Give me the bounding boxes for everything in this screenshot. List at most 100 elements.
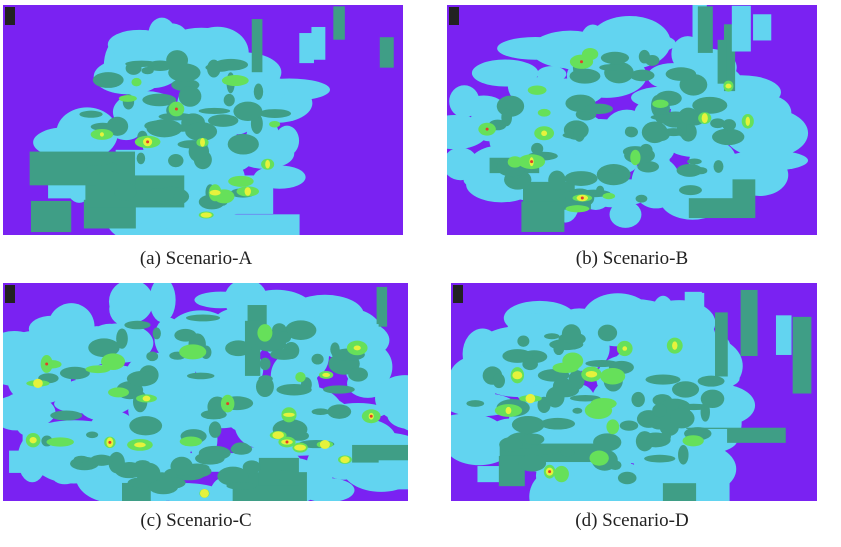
heatmap-cell [320,440,330,449]
heatmap-cell [33,379,43,388]
heatmap-cell [179,86,202,107]
heatmap-cell [449,7,459,25]
heatmap-cell [630,150,640,165]
heatmap-cell [603,193,616,199]
heatmap-cell [622,346,627,350]
heatmap-cell [208,114,238,127]
heatmap-cell [260,358,271,371]
heatmap-cell [146,119,182,137]
heatmap-cell [746,117,750,126]
heatmap-cell [108,441,111,444]
heatmap-cell [333,6,345,39]
heatmap-cell [201,212,212,217]
heatmap-cell [546,387,565,408]
heatmap-cell [166,50,188,70]
heatmap-cell [486,128,489,131]
heatmap-cell [574,126,585,142]
heatmap-cell [153,328,161,340]
heatmap-cell [698,6,713,53]
heatmap-cell [714,160,724,173]
heatmap-cell [631,392,644,407]
heatmap-cell [601,52,629,64]
heatmap-cell [185,465,211,477]
heatmap-cell [580,60,583,63]
heatmap-cell [702,113,708,123]
heatmap-cell [123,36,151,84]
heatmap-cell [143,396,151,402]
heatmap-cell [125,61,158,67]
heatmap-cell [572,408,582,414]
heatmap-cell [211,214,300,235]
heatmap-cell [259,109,291,118]
heatmap-cell [30,437,37,443]
heatmap-cell [179,344,206,359]
heatmap-cell [712,129,744,145]
heatmap-cell [585,104,613,114]
heatmap-cell [116,328,128,348]
heatmap-cell [581,196,584,199]
heatmap-cell [561,449,575,457]
heatmap-cell [512,416,545,433]
heatmap-cell [741,290,758,356]
heatmap-cell [137,153,146,165]
heatmap-cell [256,376,274,397]
heatmap-cell [134,442,146,447]
heatmap-cell [499,437,522,452]
heatmap-cell [599,64,624,71]
heatmap-cell [589,451,608,466]
heatmap-cell [528,86,547,95]
heatmap-cell [94,171,124,190]
heatmap-cell [323,385,355,393]
heatmap-cell [628,325,668,344]
heatmap-cell [187,373,215,380]
heatmap-cell [294,444,306,450]
heatmap-cell [245,187,251,196]
heatmap-cell [312,354,324,365]
heatmap-cell [636,431,654,451]
heatmap-cell [226,482,256,490]
heatmap-cell [672,341,677,349]
heatmap-cell [270,349,297,360]
heatmap-cell [90,455,113,466]
heatmap-cell [570,69,601,84]
heatmap-cell [593,433,621,451]
heatmap-cell [127,371,157,386]
heatmap-cell [554,466,569,482]
heatmap-cell [652,100,668,108]
heatmap-cell [348,367,368,381]
heatmap-panel [447,5,817,235]
caption: (b) Scenario-B [576,248,688,270]
heatmap-cell [200,489,209,498]
heatmap-cell [54,394,110,413]
heatmap-cell [582,48,598,60]
heatmap-cell [232,442,250,453]
heatmap-cell [370,415,373,418]
heatmap-cell [226,402,229,405]
heatmap-cell [276,384,311,396]
heatmap-cell [541,131,547,136]
heatmap-cell [537,66,567,82]
heatmap-cell [31,201,71,232]
heatmap-cell [517,336,529,347]
heatmap-cell [269,121,280,128]
heatmap-cell [548,470,551,473]
heatmap-cell [477,466,502,482]
heatmap-cell [646,375,681,385]
heatmap-cell [677,164,703,177]
heatmap-cell [180,436,202,446]
heatmap-cell [146,352,158,362]
heatmap-cell [60,367,90,380]
heatmap-cell [210,190,221,196]
heatmap-cell [679,185,702,195]
heatmap-cell [209,421,222,438]
heatmap-cell [698,376,725,387]
heatmap-panel [3,283,408,501]
heatmap-cell [620,420,638,430]
heatmap-cell [254,84,263,100]
heatmap-cell [544,333,560,339]
heatmap-cell [312,408,330,415]
heatmap-cell [224,94,235,107]
heatmap-cell [668,408,694,428]
heatmap-cell [526,394,536,403]
figure: (a) Scenario-A (b) Scenario-B (c) Scenar… [0,0,841,547]
